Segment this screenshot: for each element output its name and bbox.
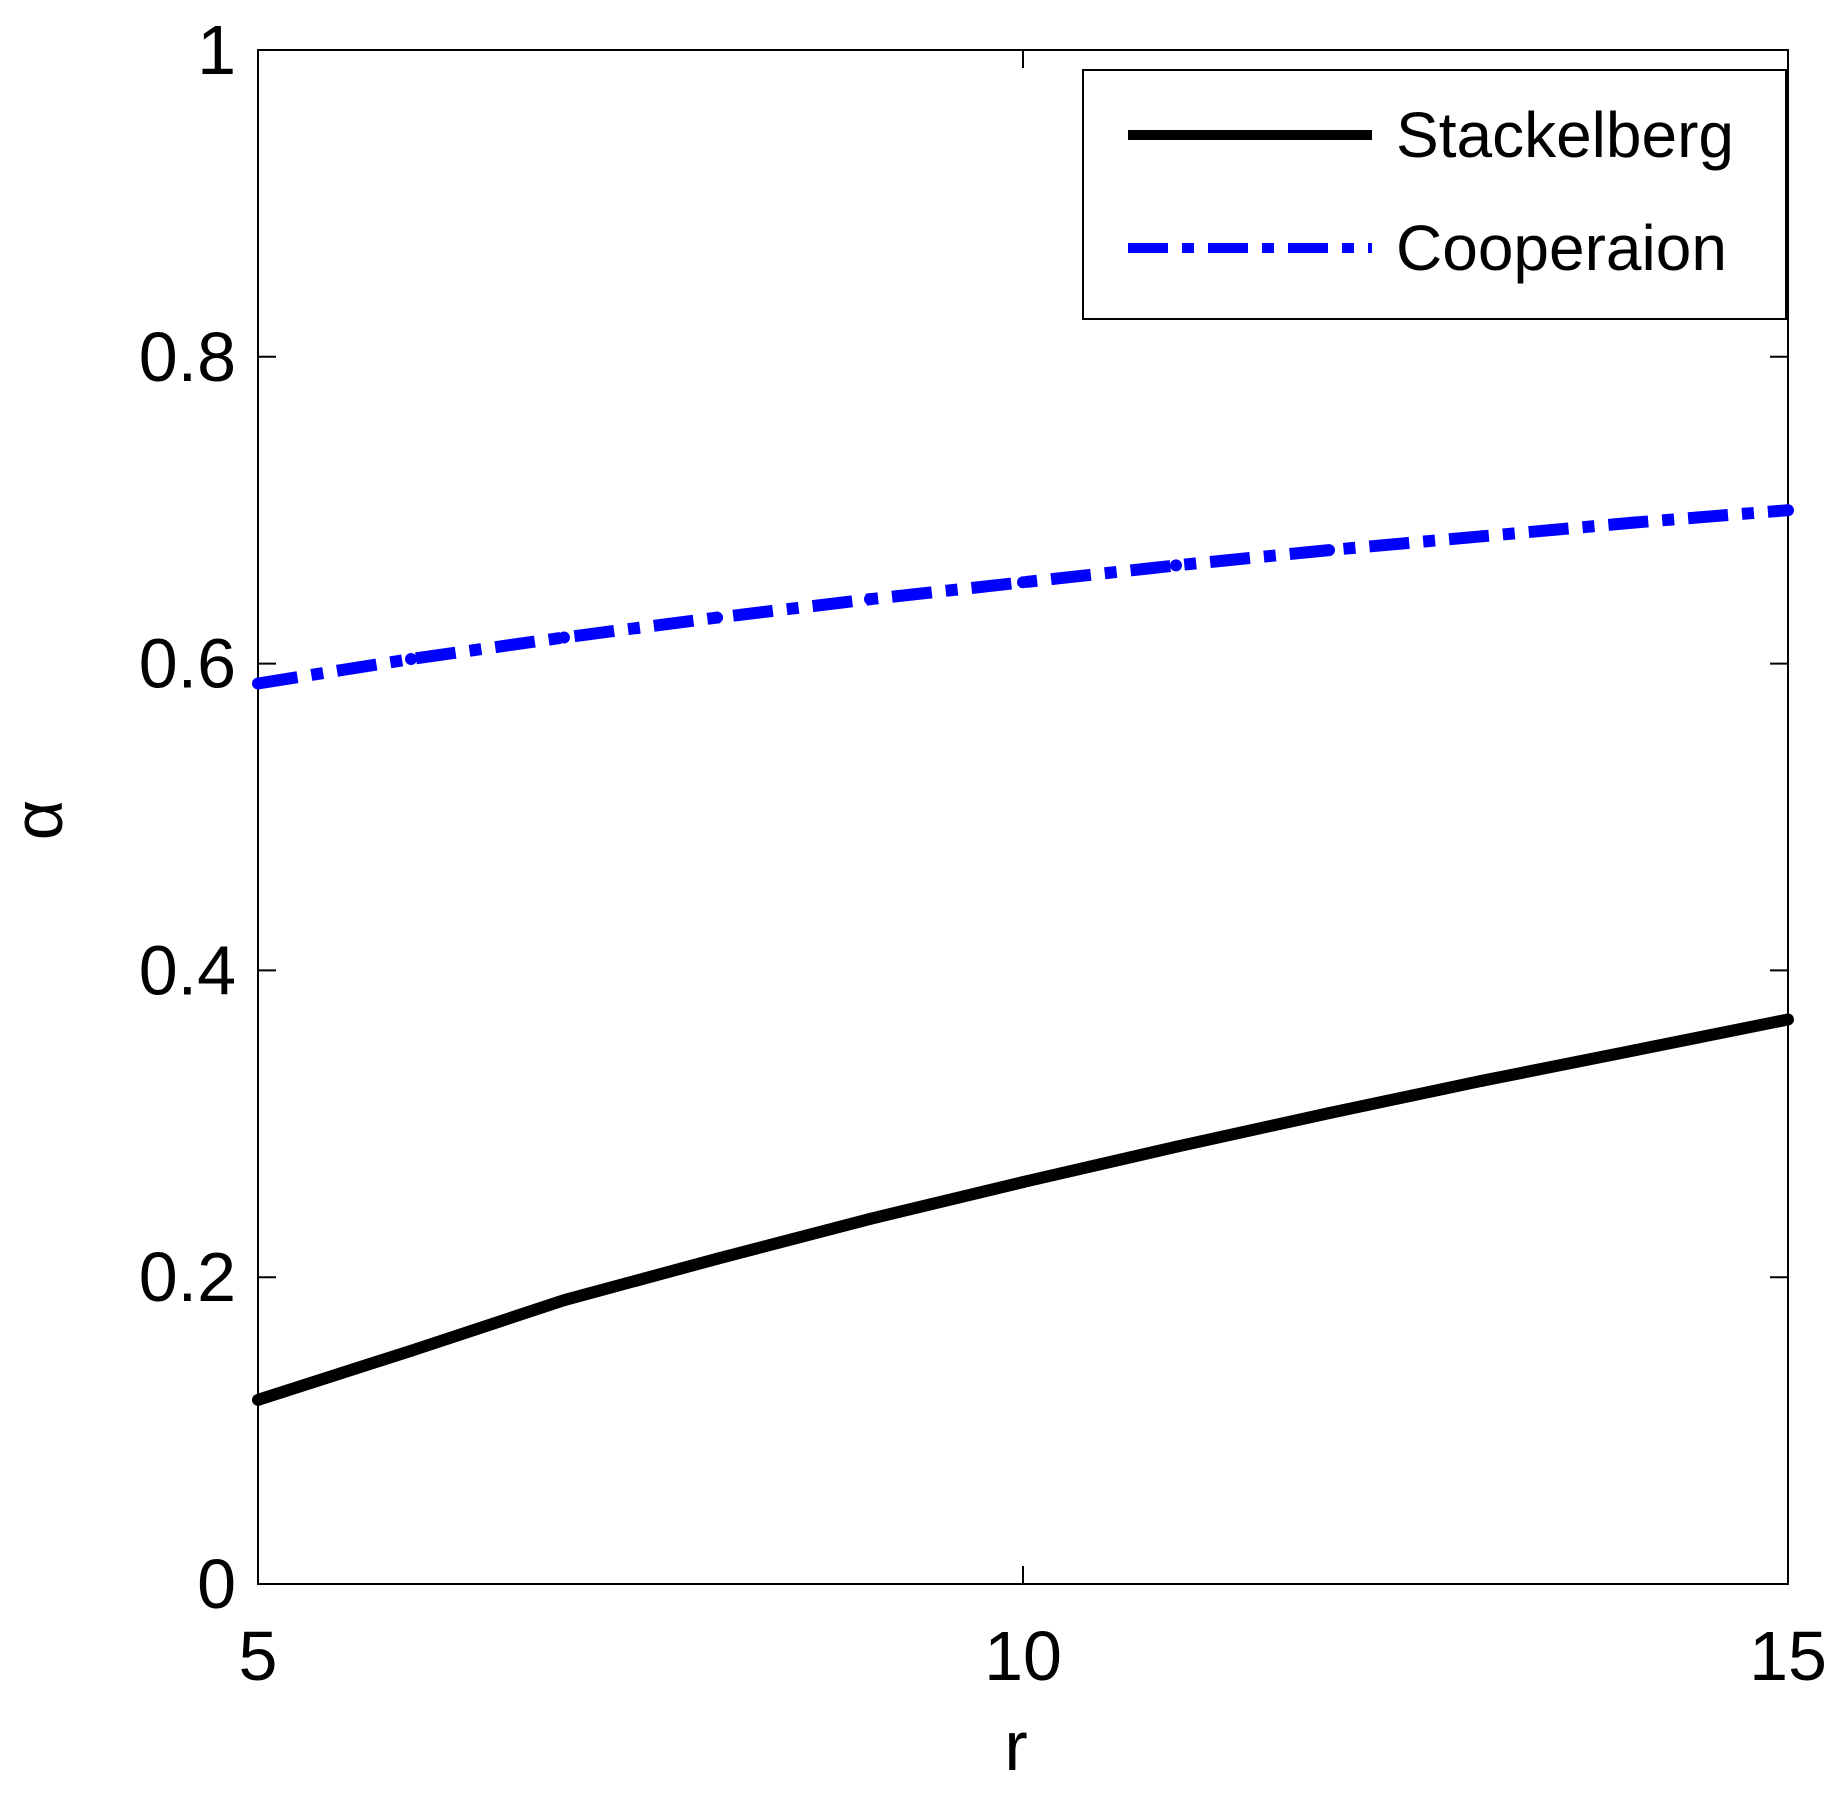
- data-point-cooperaion: [1476, 530, 1488, 543]
- data-point-cooperaion: [1170, 559, 1182, 572]
- data-point-stackelberg: [1629, 1044, 1641, 1057]
- data-point-stackelberg: [405, 1344, 417, 1357]
- data-point-cooperaion: [1629, 516, 1641, 529]
- data-point-stackelberg: [1170, 1140, 1182, 1153]
- data-point-stackelberg: [1017, 1176, 1029, 1189]
- y-tick-label: 1: [197, 11, 236, 89]
- legend: Stackelberg Cooperaion: [1082, 69, 1787, 320]
- data-point-stackelberg: [864, 1212, 876, 1225]
- axes-layer: 5 10 15 0 0.2 0.4 0.6 0.8 1: [139, 11, 1827, 1695]
- data-point-stackelberg: [1476, 1074, 1488, 1087]
- x-tick-label: 5: [239, 1617, 278, 1695]
- series-line-stackelberg: [256, 1013, 1790, 1406]
- data-point-cooperaion: [405, 652, 417, 665]
- data-point-cooperaion: [252, 677, 264, 690]
- data-point-cooperaion: [558, 631, 570, 644]
- x-tick-label: 15: [1749, 1617, 1827, 1695]
- data-point-cooperaion: [864, 593, 876, 606]
- data-point-stackelberg: [1323, 1107, 1335, 1120]
- x-tick-label: 10: [984, 1617, 1062, 1695]
- data-point-stackelberg: [711, 1252, 723, 1265]
- data-point-cooperaion: [1782, 504, 1794, 517]
- y-tick-label: 0.8: [139, 318, 236, 396]
- x-axis-label: r: [1004, 1707, 1027, 1785]
- y-tick-label: 0.2: [139, 1238, 236, 1316]
- y-axis-label: α: [0, 800, 77, 840]
- data-point-stackelberg: [1782, 1013, 1794, 1026]
- legend-label-cooperaion: Cooperaion: [1396, 212, 1727, 284]
- series-layer: [252, 504, 1794, 1406]
- data-point-cooperaion: [711, 611, 723, 624]
- legend-label-stackelberg: Stackelberg: [1396, 99, 1734, 171]
- y-tick-label: 0.6: [139, 625, 236, 703]
- data-point-cooperaion: [1323, 544, 1335, 557]
- series-line-cooperaion: [257, 504, 1789, 690]
- y-tick-label: 0.4: [139, 931, 236, 1009]
- data-point-cooperaion: [1017, 576, 1029, 589]
- y-tick-label: 0: [197, 1545, 236, 1623]
- data-point-stackelberg: [252, 1393, 264, 1406]
- legend-box: [1082, 69, 1787, 320]
- data-point-stackelberg: [558, 1294, 570, 1307]
